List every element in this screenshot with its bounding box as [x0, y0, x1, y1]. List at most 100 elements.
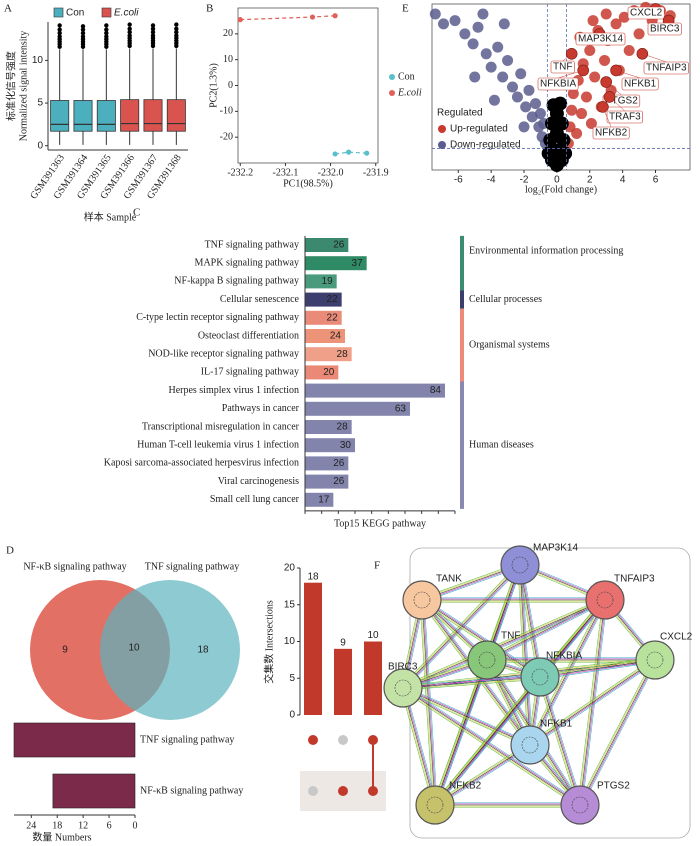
bar [305, 292, 342, 307]
bar-value-label: 17 [318, 494, 330, 505]
point [459, 28, 471, 40]
network-edge [403, 687, 437, 805]
network-node [415, 785, 455, 825]
legend-label: Down-regulated [450, 140, 521, 151]
group-label: Environmental information processing [469, 245, 623, 256]
x-tick-label: -231.9 [363, 167, 389, 178]
leader-line [562, 53, 572, 62]
category-label: MAPK signaling pathway [195, 257, 299, 268]
network-edge [581, 660, 658, 807]
network-edge [487, 601, 607, 663]
x-tick-label: 6 [653, 175, 659, 186]
outlier [80, 24, 86, 29]
network-edge [519, 564, 531, 746]
network-node [585, 580, 625, 620]
legend-label: Con [66, 8, 84, 19]
point [438, 18, 450, 30]
point [332, 13, 338, 19]
matrix-dot [308, 786, 318, 796]
x-tick-label: 0 [554, 175, 560, 186]
category-label: Transcriptional misregulation in cancer [142, 421, 300, 432]
box [120, 99, 140, 132]
legend-label: Up-regulated [450, 124, 508, 135]
point [237, 17, 243, 23]
network-node [383, 668, 423, 708]
network-edge [400, 688, 434, 806]
outlier [127, 26, 132, 32]
venn-set-label: TNF signaling pathway [145, 561, 239, 572]
category-label: C-type lectin receptor signaling pathway [136, 312, 299, 323]
legend-marker [438, 141, 446, 149]
panel-letter: E [402, 3, 409, 15]
network-edge [521, 564, 533, 745]
gene-label: TRAF3 [609, 112, 641, 123]
panel-letter: A [4, 3, 12, 15]
node-inner [511, 556, 529, 574]
network-edge [433, 676, 540, 805]
bar-value-label: 30 [340, 440, 352, 451]
y-tick-label: 20 [223, 28, 233, 39]
category-label: Pathways in cancer [222, 403, 300, 414]
node-inner [596, 591, 614, 609]
network-node [635, 640, 675, 680]
legend-label: E.coli [114, 8, 139, 19]
network-edge [402, 687, 581, 806]
network-edge [403, 678, 541, 691]
y-axis-label: Normalized signal intensity [18, 31, 29, 142]
network-node [510, 725, 550, 765]
bar-value-label: 26 [333, 240, 345, 251]
point [585, 118, 597, 130]
point [534, 108, 546, 120]
network-edge [578, 599, 605, 805]
outlier [57, 27, 62, 32]
network-edge [539, 676, 581, 806]
network-edge [578, 659, 655, 805]
point [523, 84, 535, 96]
network-edge [529, 658, 655, 745]
gene-label: NFKB1 [624, 79, 657, 90]
network-edge [541, 676, 583, 805]
point [502, 54, 514, 66]
y-tick-label: 10 [284, 636, 296, 647]
outlier [104, 27, 109, 32]
bar [305, 401, 410, 416]
point [467, 38, 479, 50]
y-tick-label: 0 [289, 710, 295, 721]
outlier [174, 26, 179, 32]
network-edge [530, 660, 656, 747]
bar [305, 492, 334, 507]
x-tick-label: 18 [52, 820, 62, 831]
point [309, 14, 316, 20]
bar-value-label: 10 [367, 630, 379, 641]
outlier [57, 34, 62, 39]
point [587, 15, 599, 27]
gene-label: TNF [553, 62, 572, 73]
bar [305, 383, 445, 398]
network-edge [401, 688, 435, 806]
network-edge [581, 600, 608, 806]
network-edge [402, 598, 605, 688]
bar [334, 648, 352, 715]
bar [305, 347, 352, 362]
panel-letter: F [374, 560, 380, 572]
network-edge [434, 676, 541, 806]
box [73, 100, 93, 132]
group-label: Organismal systems [469, 339, 550, 350]
point [623, 44, 635, 56]
x-tick-label: -232.0 [318, 167, 344, 178]
category-label: Cellular senescence [220, 294, 300, 305]
network-edge [402, 688, 580, 807]
bar [52, 773, 136, 809]
point [472, 21, 484, 33]
network-edge [402, 687, 436, 806]
bar-value-label: 22 [327, 312, 339, 323]
network-edge [402, 599, 606, 689]
x-tick-label: 4 [620, 175, 626, 186]
venn-circle [100, 580, 240, 720]
y-axis-label: PC2(1.3%) [208, 63, 219, 108]
panel-letter: B [206, 3, 213, 15]
point [364, 150, 370, 156]
gene-label-box [537, 77, 579, 91]
matrix-dot [338, 735, 348, 745]
node-label: BIRC3 [388, 662, 418, 673]
